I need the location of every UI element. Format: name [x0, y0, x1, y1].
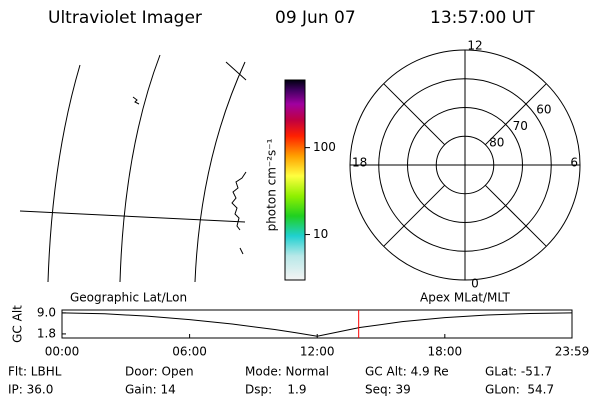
status-field: Dsp: 1.9	[245, 383, 307, 397]
date: 09 Jun 07	[275, 8, 356, 28]
status-field: Mode: Normal	[245, 365, 329, 379]
altitude-line	[61, 312, 573, 337]
status-field: GC Alt: 4.9 Re	[365, 365, 449, 379]
status-field: Gain: 14	[125, 383, 176, 397]
y-axis-label: GC Alt	[11, 305, 25, 343]
lat-label: 80	[489, 135, 504, 149]
x-tick-label: 06:00	[172, 345, 207, 359]
lat-ring	[435, 135, 495, 195]
status-field: GLon: 54.7	[485, 383, 554, 397]
y-tick-label: 1.8	[37, 326, 56, 340]
x-tick-label: 18:00	[428, 345, 463, 359]
colorbar	[285, 80, 305, 280]
mlt-spoke	[484, 184, 547, 247]
y-tick-label: 9.0	[37, 305, 56, 319]
x-tick-label: 12:00	[300, 345, 335, 359]
lat-ring	[378, 78, 552, 252]
x-tick-label: 00:00	[45, 345, 80, 359]
title: Ultraviolet Imager	[48, 8, 202, 28]
mlt-label: 0	[471, 277, 479, 291]
colorbar-tick-label: 100	[313, 140, 336, 154]
status-field: Door: Open	[125, 365, 194, 379]
colorbar-label: photon cm⁻²s⁻¹	[265, 138, 279, 231]
frame-label: Geographic Lat/Lon	[70, 291, 187, 305]
time: 13:57:00 UT	[430, 8, 535, 28]
lat-ring	[407, 107, 523, 223]
status-field: Flt: LBHL	[8, 365, 62, 379]
mlt-label: 6	[570, 156, 578, 170]
status-field: Seq: 39	[365, 383, 411, 397]
mlt-label: 18	[352, 156, 367, 170]
lat-label: 60	[536, 102, 551, 116]
mlt-spoke	[383, 184, 446, 247]
x-tick-label: 23:59	[555, 345, 590, 359]
geographic-map	[19, 54, 247, 283]
mlt-spoke	[484, 83, 547, 146]
status-field: GLat: -51.7	[485, 365, 552, 379]
mlt-spoke	[383, 83, 446, 146]
lat-label: 70	[513, 119, 528, 133]
frame-label: Apex MLat/MLT	[420, 291, 510, 305]
status-field: IP: 36.0	[8, 383, 53, 397]
colorbar-tick-label: 10	[313, 227, 328, 241]
colorbar-frame	[284, 79, 306, 281]
mlt-label: 12	[467, 39, 482, 53]
